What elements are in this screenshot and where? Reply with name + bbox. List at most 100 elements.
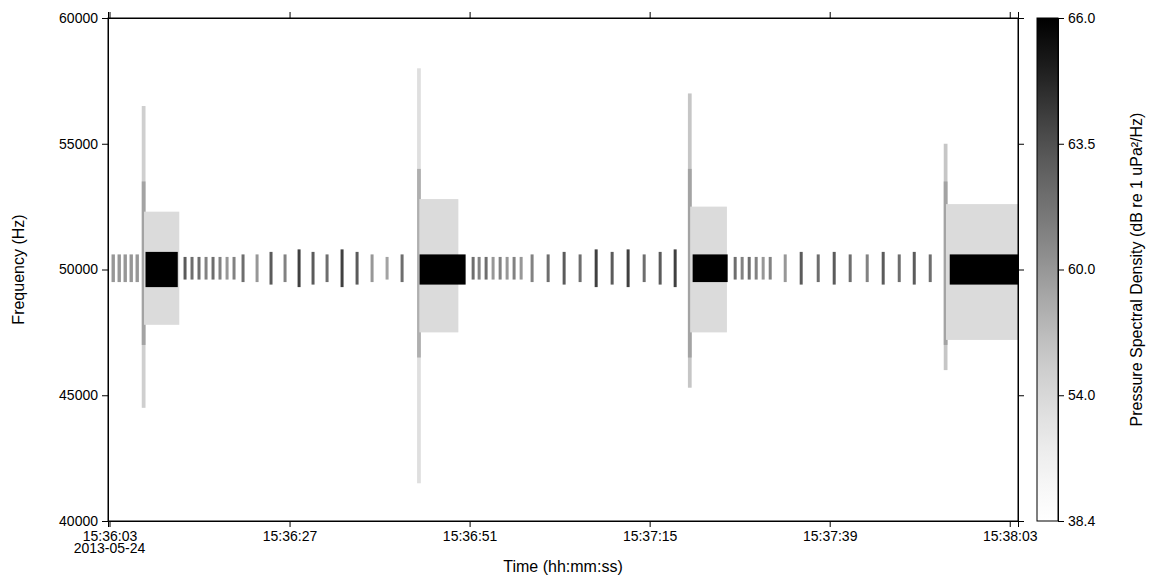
x-top-tick-mark bbox=[650, 12, 651, 18]
spectrogram-cell bbox=[833, 252, 836, 285]
x-tick: 15:37:39 bbox=[803, 521, 858, 544]
spectrogram-cell bbox=[492, 257, 495, 280]
spectrogram-cell bbox=[312, 252, 315, 285]
colorbar-tick-mark bbox=[1058, 270, 1064, 271]
y-tick: 60000 bbox=[59, 10, 108, 26]
spectrogram-cell bbox=[674, 249, 677, 287]
x-top-tick bbox=[650, 12, 651, 18]
spectrogram-cell bbox=[506, 257, 509, 280]
spectrogram-cell bbox=[643, 254, 646, 282]
x-tick-label: 15:36:27 bbox=[263, 528, 318, 544]
y-tick: 40000 bbox=[59, 513, 108, 529]
y-tick: 55000 bbox=[59, 136, 108, 152]
colorbar-tick: 54.0 bbox=[1058, 387, 1095, 403]
y-tick: 50000 bbox=[59, 261, 108, 277]
spectrogram-cell bbox=[124, 254, 127, 282]
x-top-tick-mark bbox=[830, 12, 831, 18]
x-tick: 15:36:27 bbox=[263, 521, 318, 544]
colorbar-tick-label: 60.0 bbox=[1068, 261, 1095, 277]
chart-svg: 15:36:0315:36:2715:36:5115:37:1515:37:39… bbox=[0, 0, 1155, 580]
spectrogram-cell bbox=[298, 249, 301, 287]
colorbar-tick-mark bbox=[1058, 395, 1064, 396]
spectrogram-cell bbox=[520, 257, 523, 280]
colorbar-title: Pressure Spectral Density (dB re 1 uPa²/… bbox=[1128, 113, 1145, 427]
y-axis: 40000 45000 50000 55000 60000 bbox=[59, 10, 108, 529]
spectrogram-cell bbox=[144, 212, 179, 325]
colorbar-tick-mark bbox=[1058, 521, 1064, 522]
spectrogram-cell bbox=[326, 254, 329, 282]
spectrogram-cell bbox=[659, 252, 662, 285]
spectrogram-cell bbox=[611, 252, 614, 285]
spectrogram-cell bbox=[950, 254, 1018, 284]
x-axis-title: Time (hh:mm:ss) bbox=[503, 558, 622, 575]
spectrogram-cell bbox=[866, 254, 869, 282]
y-tick-mark bbox=[102, 521, 108, 522]
spectrogram-cell bbox=[898, 254, 901, 282]
spectrogram-cell bbox=[531, 254, 534, 282]
y-tick-mark bbox=[102, 270, 108, 271]
spectrogram-cell bbox=[226, 257, 229, 280]
spectrogram-cell bbox=[146, 252, 178, 287]
colorbar-tick-mark bbox=[1058, 144, 1064, 145]
y-right-tick bbox=[1018, 18, 1024, 19]
x-tick-label: 15:38:03 bbox=[983, 528, 1038, 544]
spectrogram-cell bbox=[513, 257, 516, 280]
spectrogram-cell bbox=[929, 254, 932, 282]
spectrogram-cell bbox=[184, 257, 187, 280]
spectrogram-cell bbox=[741, 257, 744, 280]
x-tick-mark bbox=[110, 521, 111, 527]
colorbar-axis-line bbox=[1059, 19, 1065, 522]
x-tick-label: 15:37:15 bbox=[623, 528, 678, 544]
spectrogram-cell bbox=[205, 257, 208, 280]
colorbar bbox=[1037, 18, 1058, 521]
x-top-tick-mark bbox=[110, 12, 111, 18]
spectrogram-cell bbox=[762, 257, 765, 280]
y-right-tick-mark bbox=[1018, 144, 1024, 145]
x-top-axis bbox=[109, 12, 1019, 19]
spectrogram-cell bbox=[401, 254, 404, 282]
y-tick-mark bbox=[102, 395, 108, 396]
date-annotation: 2013-05-24 bbox=[74, 540, 146, 556]
spectrogram-cell bbox=[627, 249, 630, 287]
spectrogram-cell bbox=[547, 254, 550, 282]
spectrogram-cell bbox=[136, 254, 139, 282]
spectrogram-cell bbox=[817, 254, 820, 282]
spectrogram-cell bbox=[197, 257, 200, 280]
spectrogram-cell bbox=[118, 254, 121, 282]
spectrogram-cell bbox=[112, 254, 115, 282]
colorbar-tick-label: 66.0 bbox=[1068, 10, 1095, 26]
colorbar-tick-mark bbox=[1058, 18, 1064, 19]
spectrogram-cell bbox=[748, 257, 751, 280]
spectrogram-cell bbox=[212, 257, 215, 280]
y-right-tick bbox=[1018, 270, 1024, 271]
colorbar-tick: 63.5 bbox=[1058, 136, 1095, 152]
y-tick-label: 60000 bbox=[59, 10, 98, 26]
x-top-tick bbox=[110, 12, 111, 18]
x-tick: 15:37:15 bbox=[623, 521, 678, 544]
y-axis-title: Frequency (Hz) bbox=[10, 214, 27, 324]
spectrogram-cell bbox=[242, 254, 245, 282]
x-top-axis-line bbox=[109, 12, 1019, 19]
y-right-axis-line bbox=[1019, 19, 1025, 522]
x-tick-mark bbox=[650, 521, 651, 527]
x-axis: 15:36:0315:36:2715:36:5115:37:1515:37:39… bbox=[83, 521, 1038, 544]
y-right-tick-mark bbox=[1018, 18, 1024, 19]
spectrogram-cell bbox=[913, 252, 916, 285]
spectrogram-cell bbox=[595, 249, 598, 287]
x-tick: 15:36:51 bbox=[443, 521, 498, 544]
x-top-tick-mark bbox=[290, 12, 291, 18]
colorbar-tick-label: 63.5 bbox=[1068, 136, 1095, 152]
x-top-tick-mark bbox=[1010, 12, 1011, 18]
x-tick-label: 15:36:51 bbox=[443, 528, 498, 544]
spectrogram-cell bbox=[386, 257, 389, 280]
spectrogram-cell bbox=[420, 254, 466, 284]
spectrogram-cell bbox=[769, 257, 772, 280]
x-tick-mark bbox=[290, 521, 291, 527]
y-tick-label: 45000 bbox=[59, 387, 98, 403]
y-tick: 45000 bbox=[59, 387, 108, 403]
spectrogram-cell bbox=[356, 252, 359, 285]
spectrogram-cell bbox=[800, 252, 803, 285]
colorbar-tick: 38.4 bbox=[1058, 513, 1095, 529]
cells bbox=[112, 68, 1018, 483]
x-top-tick-mark bbox=[470, 12, 471, 18]
